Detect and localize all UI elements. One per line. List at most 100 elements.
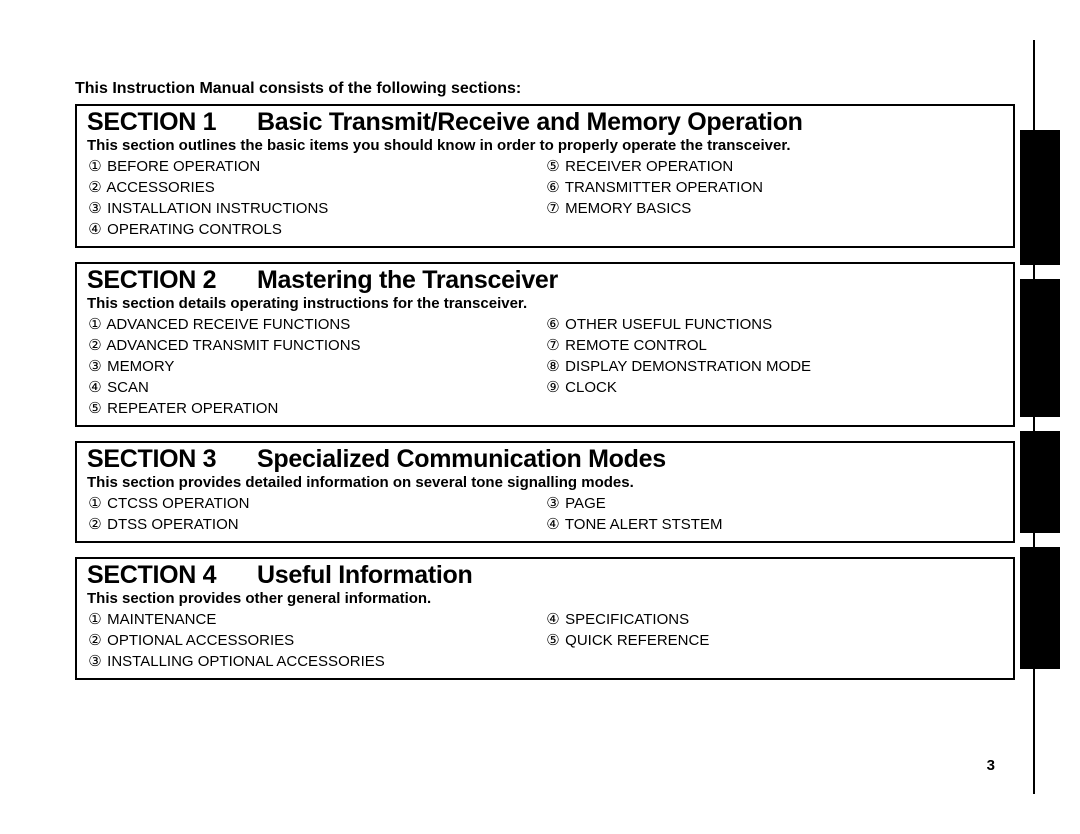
thumb-tab-1[interactable] [1020, 130, 1060, 265]
circled-number-icon: ③ [87, 356, 103, 377]
toc-item-label: MAINTENANCE [103, 611, 216, 628]
section-title: SECTION 1Basic Transmit/Receive and Memo… [87, 108, 1003, 137]
toc-item: ① MAINTENANCE [87, 609, 545, 630]
toc-item: ③ INSTALLING OPTIONAL ACCESSORIES [87, 651, 545, 672]
toc-item-label: ADVANCED TRANSMIT FUNCTIONS [103, 337, 361, 354]
circled-number-icon: ④ [545, 514, 561, 535]
page-number: 3 [987, 757, 995, 774]
toc-item-label: ADVANCED RECEIVE FUNCTIONS [103, 316, 350, 333]
item-columns: ① MAINTENANCE② OPTIONAL ACCESSORIES③ INS… [87, 609, 1003, 672]
column-right: ④ SPECIFICATIONS⑤ QUICK REFERENCE [545, 609, 1003, 672]
toc-item-label: INSTALLING OPTIONAL ACCESSORIES [103, 653, 385, 670]
circled-number-icon: ④ [87, 219, 103, 240]
toc-item: ③ MEMORY [87, 356, 545, 377]
thumb-tab-2[interactable] [1020, 279, 1060, 417]
section-title-text: Basic Transmit/Receive and Memory Operat… [257, 108, 803, 136]
toc-item: ③ PAGE [545, 493, 1003, 514]
thumb-tab-3[interactable] [1020, 431, 1060, 533]
toc-item: ② DTSS OPERATION [87, 514, 545, 535]
item-columns: ① BEFORE OPERATION② ACCESSORIES③ INSTALL… [87, 156, 1003, 240]
toc-item-label: RECEIVER OPERATION [561, 158, 733, 175]
circled-number-icon: ⑦ [545, 198, 561, 219]
column-right: ⑥ OTHER USEFUL FUNCTIONS⑦ REMOTE CONTROL… [545, 314, 1003, 419]
section-title-text: Mastering the Transceiver [257, 266, 558, 294]
section-title: SECTION 2Mastering the Transceiver [87, 266, 1003, 295]
toc-item: ② OPTIONAL ACCESSORIES [87, 630, 545, 651]
section-title: SECTION 3Specialized Communication Modes [87, 445, 1003, 474]
circled-number-icon: ① [87, 609, 103, 630]
section-description: This section details operating instructi… [87, 295, 1003, 312]
section-title-text: Specialized Communication Modes [257, 445, 666, 473]
toc-item-label: CLOCK [561, 379, 617, 396]
toc-item-label: SCAN [103, 379, 149, 396]
circled-number-icon: ③ [545, 493, 561, 514]
toc-item-label: OPTIONAL ACCESSORIES [103, 632, 294, 649]
toc-item: ⑥ TRANSMITTER OPERATION [545, 177, 1003, 198]
toc-item: ⑦ REMOTE CONTROL [545, 335, 1003, 356]
toc-item: ⑨ CLOCK [545, 377, 1003, 398]
circled-number-icon: ⑤ [545, 156, 561, 177]
section-description: This section outlines the basic items yo… [87, 137, 1003, 154]
toc-item: ⑤ REPEATER OPERATION [87, 398, 545, 419]
toc-item: ④ OPERATING CONTROLS [87, 219, 545, 240]
circled-number-icon: ② [87, 335, 103, 356]
section-box-3: SECTION 3Specialized Communication Modes… [75, 441, 1015, 543]
toc-item-label: OTHER USEFUL FUNCTIONS [561, 316, 772, 333]
toc-item-label: ACCESSORIES [103, 179, 215, 196]
circled-number-icon: ① [87, 493, 103, 514]
section-box-2: SECTION 2Mastering the TransceiverThis s… [75, 262, 1015, 427]
page-content: This Instruction Manual consists of the … [0, 0, 1080, 680]
toc-item-label: CTCSS OPERATION [103, 495, 249, 512]
circled-number-icon: ② [87, 177, 103, 198]
item-columns: ① CTCSS OPERATION② DTSS OPERATION③ PAGE④… [87, 493, 1003, 535]
circled-number-icon: ⑨ [545, 377, 561, 398]
circled-number-icon: ⑦ [545, 335, 561, 356]
thumb-tabs [1020, 130, 1060, 669]
section-number: SECTION 1 [87, 108, 257, 137]
toc-item-label: REMOTE CONTROL [561, 337, 707, 354]
toc-item: ④ TONE ALERT STSTEM [545, 514, 1003, 535]
toc-item: ⑧ DISPLAY DEMONSTRATION MODE [545, 356, 1003, 377]
section-number: SECTION 2 [87, 266, 257, 295]
toc-item: ① CTCSS OPERATION [87, 493, 545, 514]
section-description: This section provides detailed informati… [87, 474, 1003, 491]
toc-item-label: OPERATING CONTROLS [103, 221, 282, 238]
toc-item-label: TRANSMITTER OPERATION [561, 179, 763, 196]
section-box-4: SECTION 4Useful InformationThis section … [75, 557, 1015, 680]
toc-item-label: SPECIFICATIONS [561, 611, 689, 628]
sections-container: SECTION 1Basic Transmit/Receive and Memo… [75, 104, 1015, 680]
circled-number-icon: ⑥ [545, 314, 561, 335]
toc-item-label: PAGE [561, 495, 606, 512]
toc-item-label: TONE ALERT STSTEM [561, 516, 722, 533]
circled-number-icon: ② [87, 630, 103, 651]
circled-number-icon: ⑤ [545, 630, 561, 651]
circled-number-icon: ⑧ [545, 356, 561, 377]
section-number: SECTION 3 [87, 445, 257, 474]
section-box-1: SECTION 1Basic Transmit/Receive and Memo… [75, 104, 1015, 248]
circled-number-icon: ④ [87, 377, 103, 398]
toc-item: ② ADVANCED TRANSMIT FUNCTIONS [87, 335, 545, 356]
item-columns: ① ADVANCED RECEIVE FUNCTIONS② ADVANCED T… [87, 314, 1003, 419]
column-right: ⑤ RECEIVER OPERATION⑥ TRANSMITTER OPERAT… [545, 156, 1003, 240]
section-number: SECTION 4 [87, 561, 257, 590]
toc-item-label: DISPLAY DEMONSTRATION MODE [561, 358, 811, 375]
toc-item: ③ INSTALLATION INSTRUCTIONS [87, 198, 545, 219]
column-right: ③ PAGE④ TONE ALERT STSTEM [545, 493, 1003, 535]
column-left: ① CTCSS OPERATION② DTSS OPERATION [87, 493, 545, 535]
toc-item: ⑥ OTHER USEFUL FUNCTIONS [545, 314, 1003, 335]
toc-item: ① ADVANCED RECEIVE FUNCTIONS [87, 314, 545, 335]
thumb-tab-4[interactable] [1020, 547, 1060, 669]
circled-number-icon: ③ [87, 651, 103, 672]
circled-number-icon: ⑥ [545, 177, 561, 198]
right-margin-rule [1033, 40, 1035, 794]
section-title-text: Useful Information [257, 561, 472, 589]
toc-item-label: REPEATER OPERATION [103, 400, 278, 417]
circled-number-icon: ③ [87, 198, 103, 219]
column-left: ① MAINTENANCE② OPTIONAL ACCESSORIES③ INS… [87, 609, 545, 672]
toc-item-label: QUICK REFERENCE [561, 632, 709, 649]
circled-number-icon: ② [87, 514, 103, 535]
circled-number-icon: ④ [545, 609, 561, 630]
toc-item: ④ SPECIFICATIONS [545, 609, 1003, 630]
section-description: This section provides other general info… [87, 590, 1003, 607]
column-left: ① BEFORE OPERATION② ACCESSORIES③ INSTALL… [87, 156, 545, 240]
